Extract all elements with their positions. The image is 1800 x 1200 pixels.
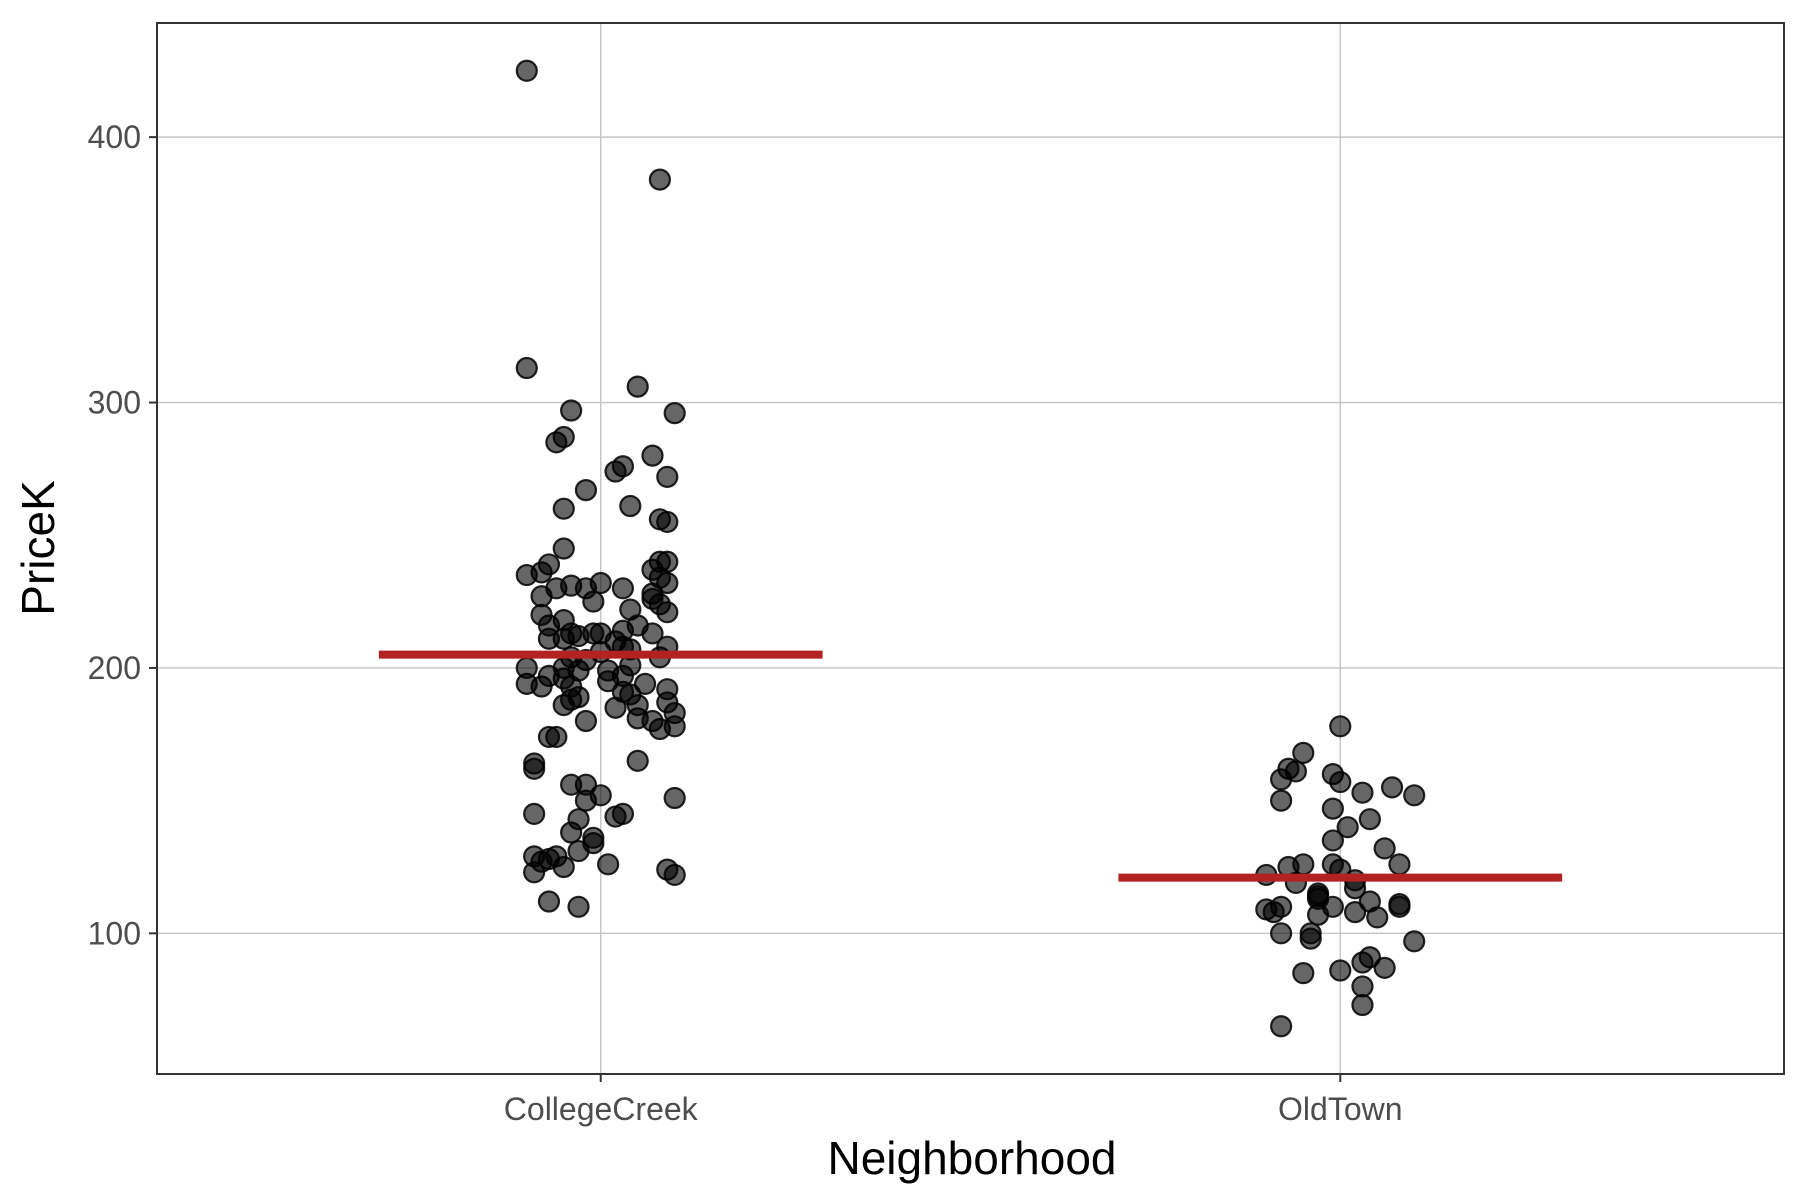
data-point-collegecreek-4 xyxy=(560,399,583,422)
data-point-oldtown-46 xyxy=(1329,959,1352,982)
data-point-collegecreek-94 xyxy=(663,786,686,810)
data-point-oldtown-48 xyxy=(1351,993,1374,1017)
data-point-oldtown-7 xyxy=(1380,776,1404,799)
data-point-oldtown-15 xyxy=(1373,837,1396,860)
data-point-collegecreek-14 xyxy=(552,497,575,520)
data-point-collegecreek-108 xyxy=(597,853,620,876)
data-point-collegecreek-88 xyxy=(626,749,649,772)
data-point-collegecreek-1 xyxy=(648,168,671,191)
y-axis-title: PriceK xyxy=(12,480,64,616)
data-point-oldtown-44 xyxy=(1373,956,1396,979)
data-point-oldtown-45 xyxy=(1292,962,1315,985)
data-point-collegecreek-109 xyxy=(552,855,575,879)
data-point-collegecreek-3 xyxy=(626,375,649,398)
data-point-oldtown-41 xyxy=(1403,930,1426,953)
data-point-oldtown-38 xyxy=(1270,922,1293,945)
data-point-oldtown-6 xyxy=(1329,770,1352,794)
y-tick-label: 200 xyxy=(88,650,141,686)
data-point-oldtown-14 xyxy=(1321,829,1344,852)
data-point-collegecreek-25 xyxy=(656,571,679,595)
x-tick-label: CollegeCreek xyxy=(504,1091,699,1127)
y-axis-ticks: 100 200 300 400 xyxy=(88,119,157,951)
data-point-oldtown-13 xyxy=(1336,816,1359,839)
data-point-collegecreek-112 xyxy=(663,863,686,887)
data-point-collegecreek-100 xyxy=(560,821,583,844)
data-point-collegecreek-13 xyxy=(619,494,642,518)
data-point-collegecreek-0 xyxy=(515,59,538,82)
data-point-collegecreek-2 xyxy=(515,356,538,380)
data-point-oldtown-8 xyxy=(1351,781,1374,804)
x-axis-ticks: CollegeCreek OldTown xyxy=(504,1074,1403,1127)
data-point-collegecreek-8 xyxy=(641,444,664,467)
y-tick-label: 300 xyxy=(88,385,141,421)
data-point-collegecreek-37 xyxy=(656,601,679,624)
data-point-collegecreek-17 xyxy=(552,537,575,560)
data-points xyxy=(515,59,1426,1038)
data-point-collegecreek-111 xyxy=(523,861,546,884)
y-tick-label: 400 xyxy=(88,119,141,155)
data-point-collegecreek-7 xyxy=(545,431,568,454)
data-point-collegecreek-90 xyxy=(523,757,546,780)
data-point-oldtown-0 xyxy=(1329,715,1352,738)
mean-lines xyxy=(378,650,1563,882)
data-point-collegecreek-113 xyxy=(537,890,561,913)
data-point-collegecreek-83 xyxy=(574,709,598,733)
data-point-collegecreek-69 xyxy=(530,675,553,698)
data-point-collegecreek-95 xyxy=(574,789,598,812)
data-point-collegecreek-98 xyxy=(604,805,627,828)
data-point-oldtown-16 xyxy=(1388,853,1411,876)
data-point-oldtown-5 xyxy=(1270,768,1293,791)
data-point-collegecreek-12 xyxy=(574,479,598,502)
data-point-collegecreek-11 xyxy=(656,465,679,488)
data-point-oldtown-11 xyxy=(1321,797,1344,820)
data-point-collegecreek-32 xyxy=(530,585,553,608)
x-tick-label: OldTown xyxy=(1278,1091,1403,1127)
data-point-collegecreek-85 xyxy=(648,717,671,741)
data-point-oldtown-34 xyxy=(1262,901,1285,924)
data-point-collegecreek-16 xyxy=(656,510,679,534)
data-point-collegecreek-23 xyxy=(515,563,538,587)
data-point-oldtown-30 xyxy=(1388,895,1411,918)
data-point-oldtown-9 xyxy=(1403,784,1426,807)
data-point-collegecreek-66 xyxy=(597,670,620,693)
data-point-oldtown-10 xyxy=(1270,789,1293,812)
data-point-oldtown-1 xyxy=(1292,741,1315,764)
data-point-collegecreek-79 xyxy=(604,696,627,719)
data-point-oldtown-40 xyxy=(1299,927,1322,950)
data-point-oldtown-37 xyxy=(1366,906,1389,929)
data-point-collegecreek-49 xyxy=(537,627,561,650)
data-point-collegecreek-87 xyxy=(545,725,568,749)
data-point-collegecreek-96 xyxy=(523,802,546,826)
data-point-collegecreek-114 xyxy=(567,895,590,918)
grid-lines xyxy=(157,23,1784,1074)
data-point-collegecreek-46 xyxy=(641,622,664,645)
data-point-collegecreek-30 xyxy=(611,577,635,600)
plot-panel-border xyxy=(156,22,1785,1075)
data-point-collegecreek-68 xyxy=(633,672,657,695)
data-point-oldtown-35 xyxy=(1343,901,1367,924)
data-point-collegecreek-103 xyxy=(567,839,590,863)
data-point-collegecreek-34 xyxy=(582,590,605,613)
data-point-collegecreek-5 xyxy=(663,402,686,425)
data-point-oldtown-49 xyxy=(1270,1015,1293,1038)
y-tick-label: 100 xyxy=(88,915,141,951)
data-point-collegecreek-10 xyxy=(604,460,627,483)
data-point-oldtown-12 xyxy=(1358,808,1381,831)
data-point-oldtown-36 xyxy=(1306,903,1330,926)
data-point-oldtown-43 xyxy=(1351,951,1374,974)
x-axis-title: Neighborhood xyxy=(827,1132,1116,1184)
data-point-collegecreek-77 xyxy=(552,693,575,717)
data-point-oldtown-47 xyxy=(1351,975,1374,998)
